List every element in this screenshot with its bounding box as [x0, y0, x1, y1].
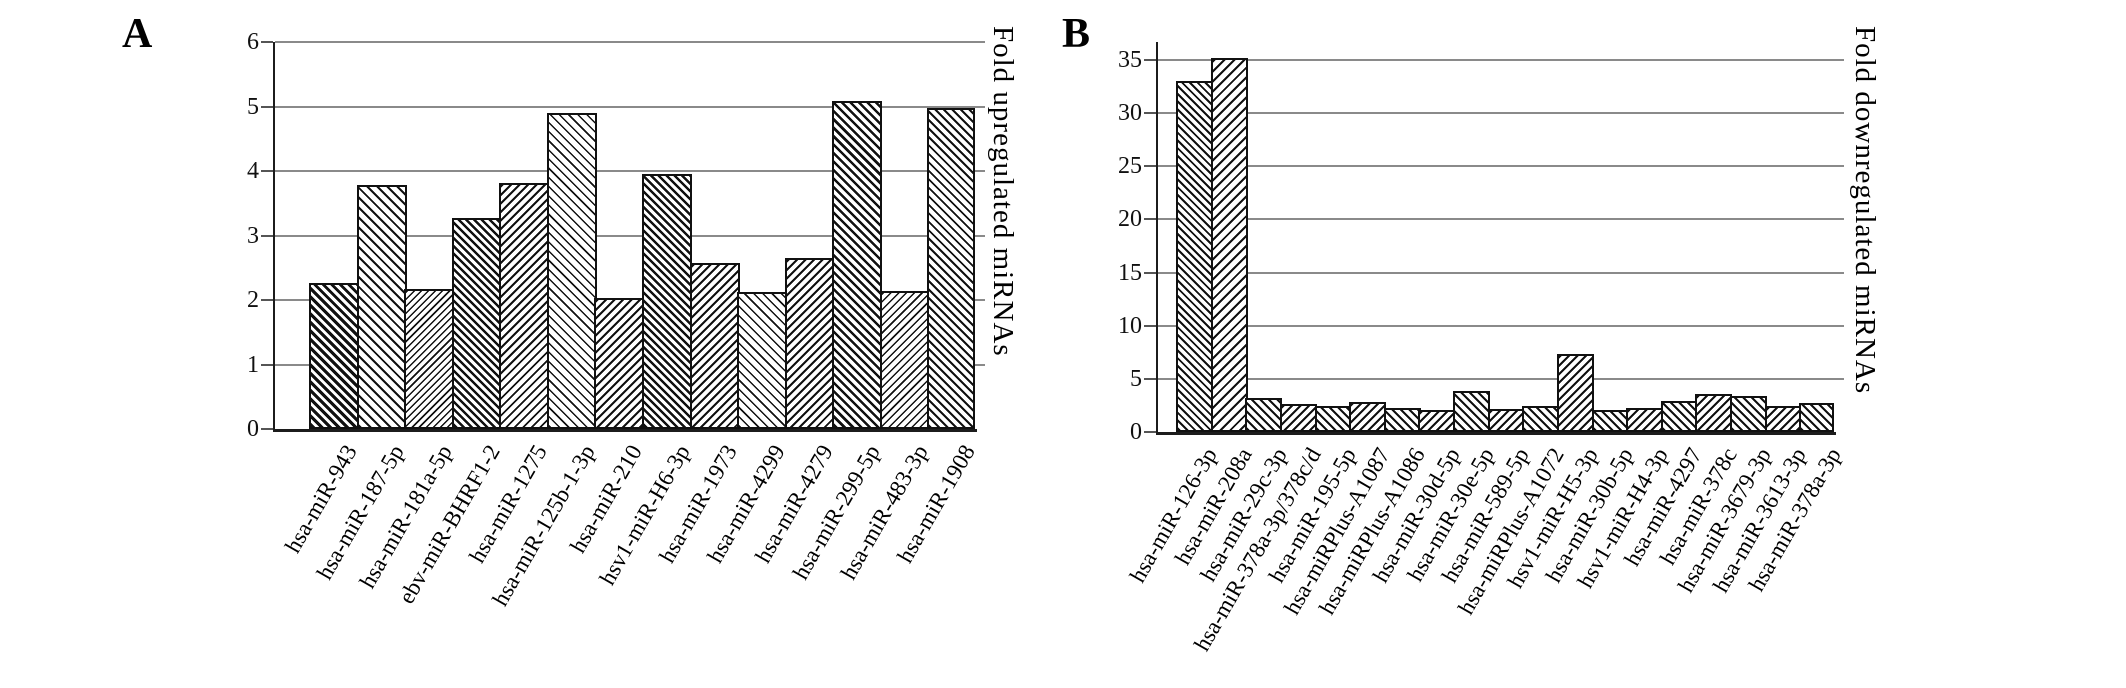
bar — [690, 263, 740, 429]
bar — [832, 101, 882, 429]
bar — [1315, 406, 1352, 432]
gridline — [1158, 59, 1844, 62]
y-axis-tick — [1144, 271, 1156, 274]
y-axis-tick — [1144, 59, 1156, 62]
bar — [452, 218, 502, 429]
gridline — [275, 41, 985, 43]
y-axis-tick — [261, 428, 273, 430]
y-axis-tick — [1144, 377, 1156, 380]
y-axis-tick — [1144, 112, 1156, 115]
y-axis-tick — [261, 105, 273, 108]
bar — [1280, 404, 1317, 432]
bar — [785, 258, 835, 429]
y-axis-tick — [261, 299, 273, 301]
bar — [1245, 398, 1282, 432]
y-axis-line — [273, 42, 275, 431]
y-tick-label: 3 — [247, 222, 259, 249]
y-tick-label: 2 — [247, 287, 259, 313]
y-axis-title-b: Fold downregulated miRNAs — [1849, 26, 1881, 395]
y-tick-label: 35 — [1118, 47, 1142, 74]
y-tick-label: 15 — [1118, 259, 1142, 286]
bar — [1418, 410, 1455, 432]
y-tick-label: 4 — [247, 158, 259, 184]
bar — [594, 298, 644, 429]
y-tick-label: 5 — [247, 93, 259, 120]
gridline — [1158, 377, 1844, 380]
gridline — [275, 234, 985, 237]
bar — [1799, 403, 1834, 432]
y-axis-tick — [261, 41, 273, 43]
y-axis-tick — [261, 363, 273, 366]
y-axis-line — [1156, 42, 1158, 434]
bar — [547, 113, 597, 429]
bar — [1695, 394, 1732, 432]
y-tick-label: 10 — [1118, 312, 1142, 339]
bar — [1453, 391, 1490, 432]
y-axis-tick — [1144, 165, 1156, 168]
bar — [1176, 81, 1213, 432]
y-tick-label: 30 — [1118, 100, 1142, 127]
bar — [499, 183, 549, 429]
y-tick-label: 1 — [247, 351, 259, 378]
bar — [357, 185, 407, 429]
y-tick-label: 0 — [247, 416, 259, 442]
bar — [1592, 410, 1629, 432]
x-axis-line — [273, 429, 977, 432]
y-tick-label: 20 — [1118, 206, 1142, 233]
panel-a-letter: A — [122, 11, 153, 57]
bar — [1349, 402, 1386, 432]
bar — [927, 108, 975, 429]
y-tick-label: 25 — [1118, 153, 1142, 180]
y-axis-tick — [261, 170, 273, 172]
bar — [1522, 406, 1559, 432]
bar — [880, 291, 930, 429]
gridline — [275, 170, 985, 172]
gridline — [1158, 112, 1844, 115]
gridline — [1158, 165, 1844, 168]
bar — [1557, 354, 1594, 432]
panel-b-letter: B — [1062, 11, 1091, 57]
y-axis-title-a: Fold upregulated miRNAs — [987, 26, 1019, 357]
bar — [1661, 401, 1698, 432]
y-axis-tick — [1144, 431, 1156, 433]
gridline — [1158, 218, 1844, 221]
y-axis-tick — [1144, 324, 1156, 327]
bar — [642, 174, 692, 429]
bar — [309, 283, 359, 429]
y-axis-tick — [261, 234, 273, 237]
bar — [1488, 409, 1525, 432]
bar — [1384, 408, 1421, 432]
y-tick-label: 5 — [1130, 365, 1142, 392]
y-axis-tick — [1144, 218, 1156, 221]
bar — [737, 292, 787, 429]
bar — [1765, 406, 1802, 432]
gridline — [275, 105, 985, 108]
y-tick-label: 0 — [1130, 419, 1142, 445]
bar — [404, 289, 454, 429]
gridline — [1158, 324, 1844, 327]
bar — [1730, 396, 1767, 432]
bar — [1211, 58, 1248, 432]
gridline — [1158, 271, 1844, 274]
x-axis-line — [1156, 432, 1836, 435]
y-tick-label: 6 — [247, 29, 259, 55]
bar — [1626, 408, 1663, 432]
